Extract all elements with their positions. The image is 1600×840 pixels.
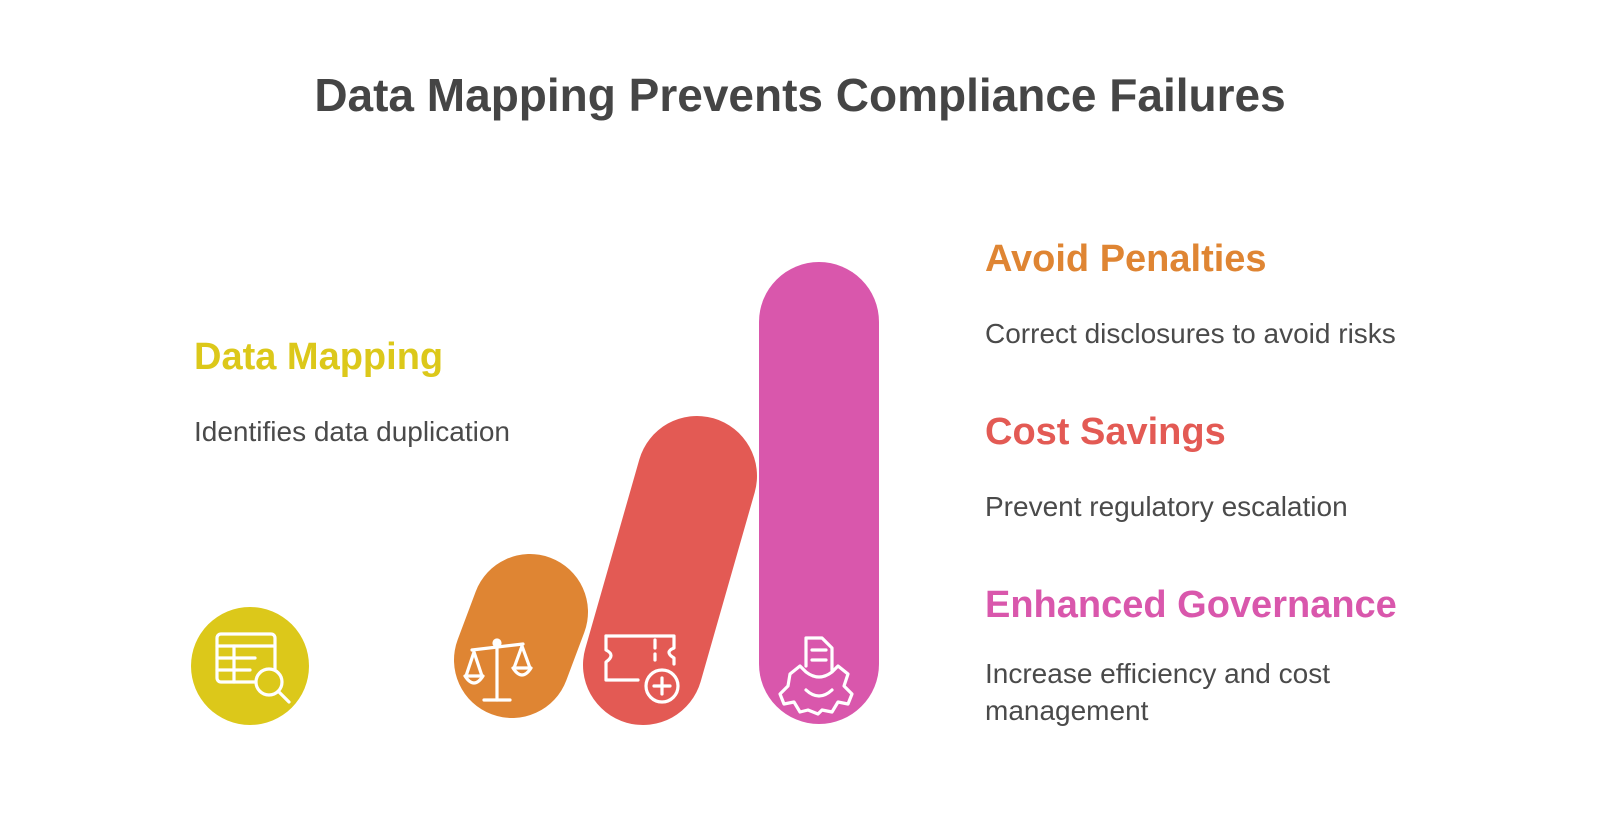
cost-savings-bar	[583, 416, 757, 725]
data-mapping-label: Data Mapping	[194, 336, 444, 378]
data-mapping-description: Identifies data duplication	[194, 416, 510, 447]
document-gear-icon	[778, 636, 854, 716]
cost-savings-description: Prevent regulatory escalation	[985, 491, 1348, 522]
data-mapping-marker	[191, 607, 309, 725]
balance-scale-icon	[463, 638, 533, 702]
enhanced-governance-bar	[759, 262, 879, 724]
avoid-penalties-bar	[454, 554, 588, 718]
ticket-plus-icon	[604, 634, 680, 704]
enhanced-governance-description: Increase efficiency and cost management	[985, 658, 1331, 726]
cost-savings-label: Cost Savings	[985, 411, 1226, 453]
enhanced-governance-label: Enhanced Governance	[985, 584, 1397, 626]
page-title: Data Mapping Prevents Compliance Failure…	[314, 69, 1286, 121]
table-search-icon	[215, 632, 291, 704]
avoid-penalties-description: Correct disclosures to avoid risks	[985, 318, 1396, 349]
avoid-penalties-label: Avoid Penalties	[985, 238, 1267, 280]
